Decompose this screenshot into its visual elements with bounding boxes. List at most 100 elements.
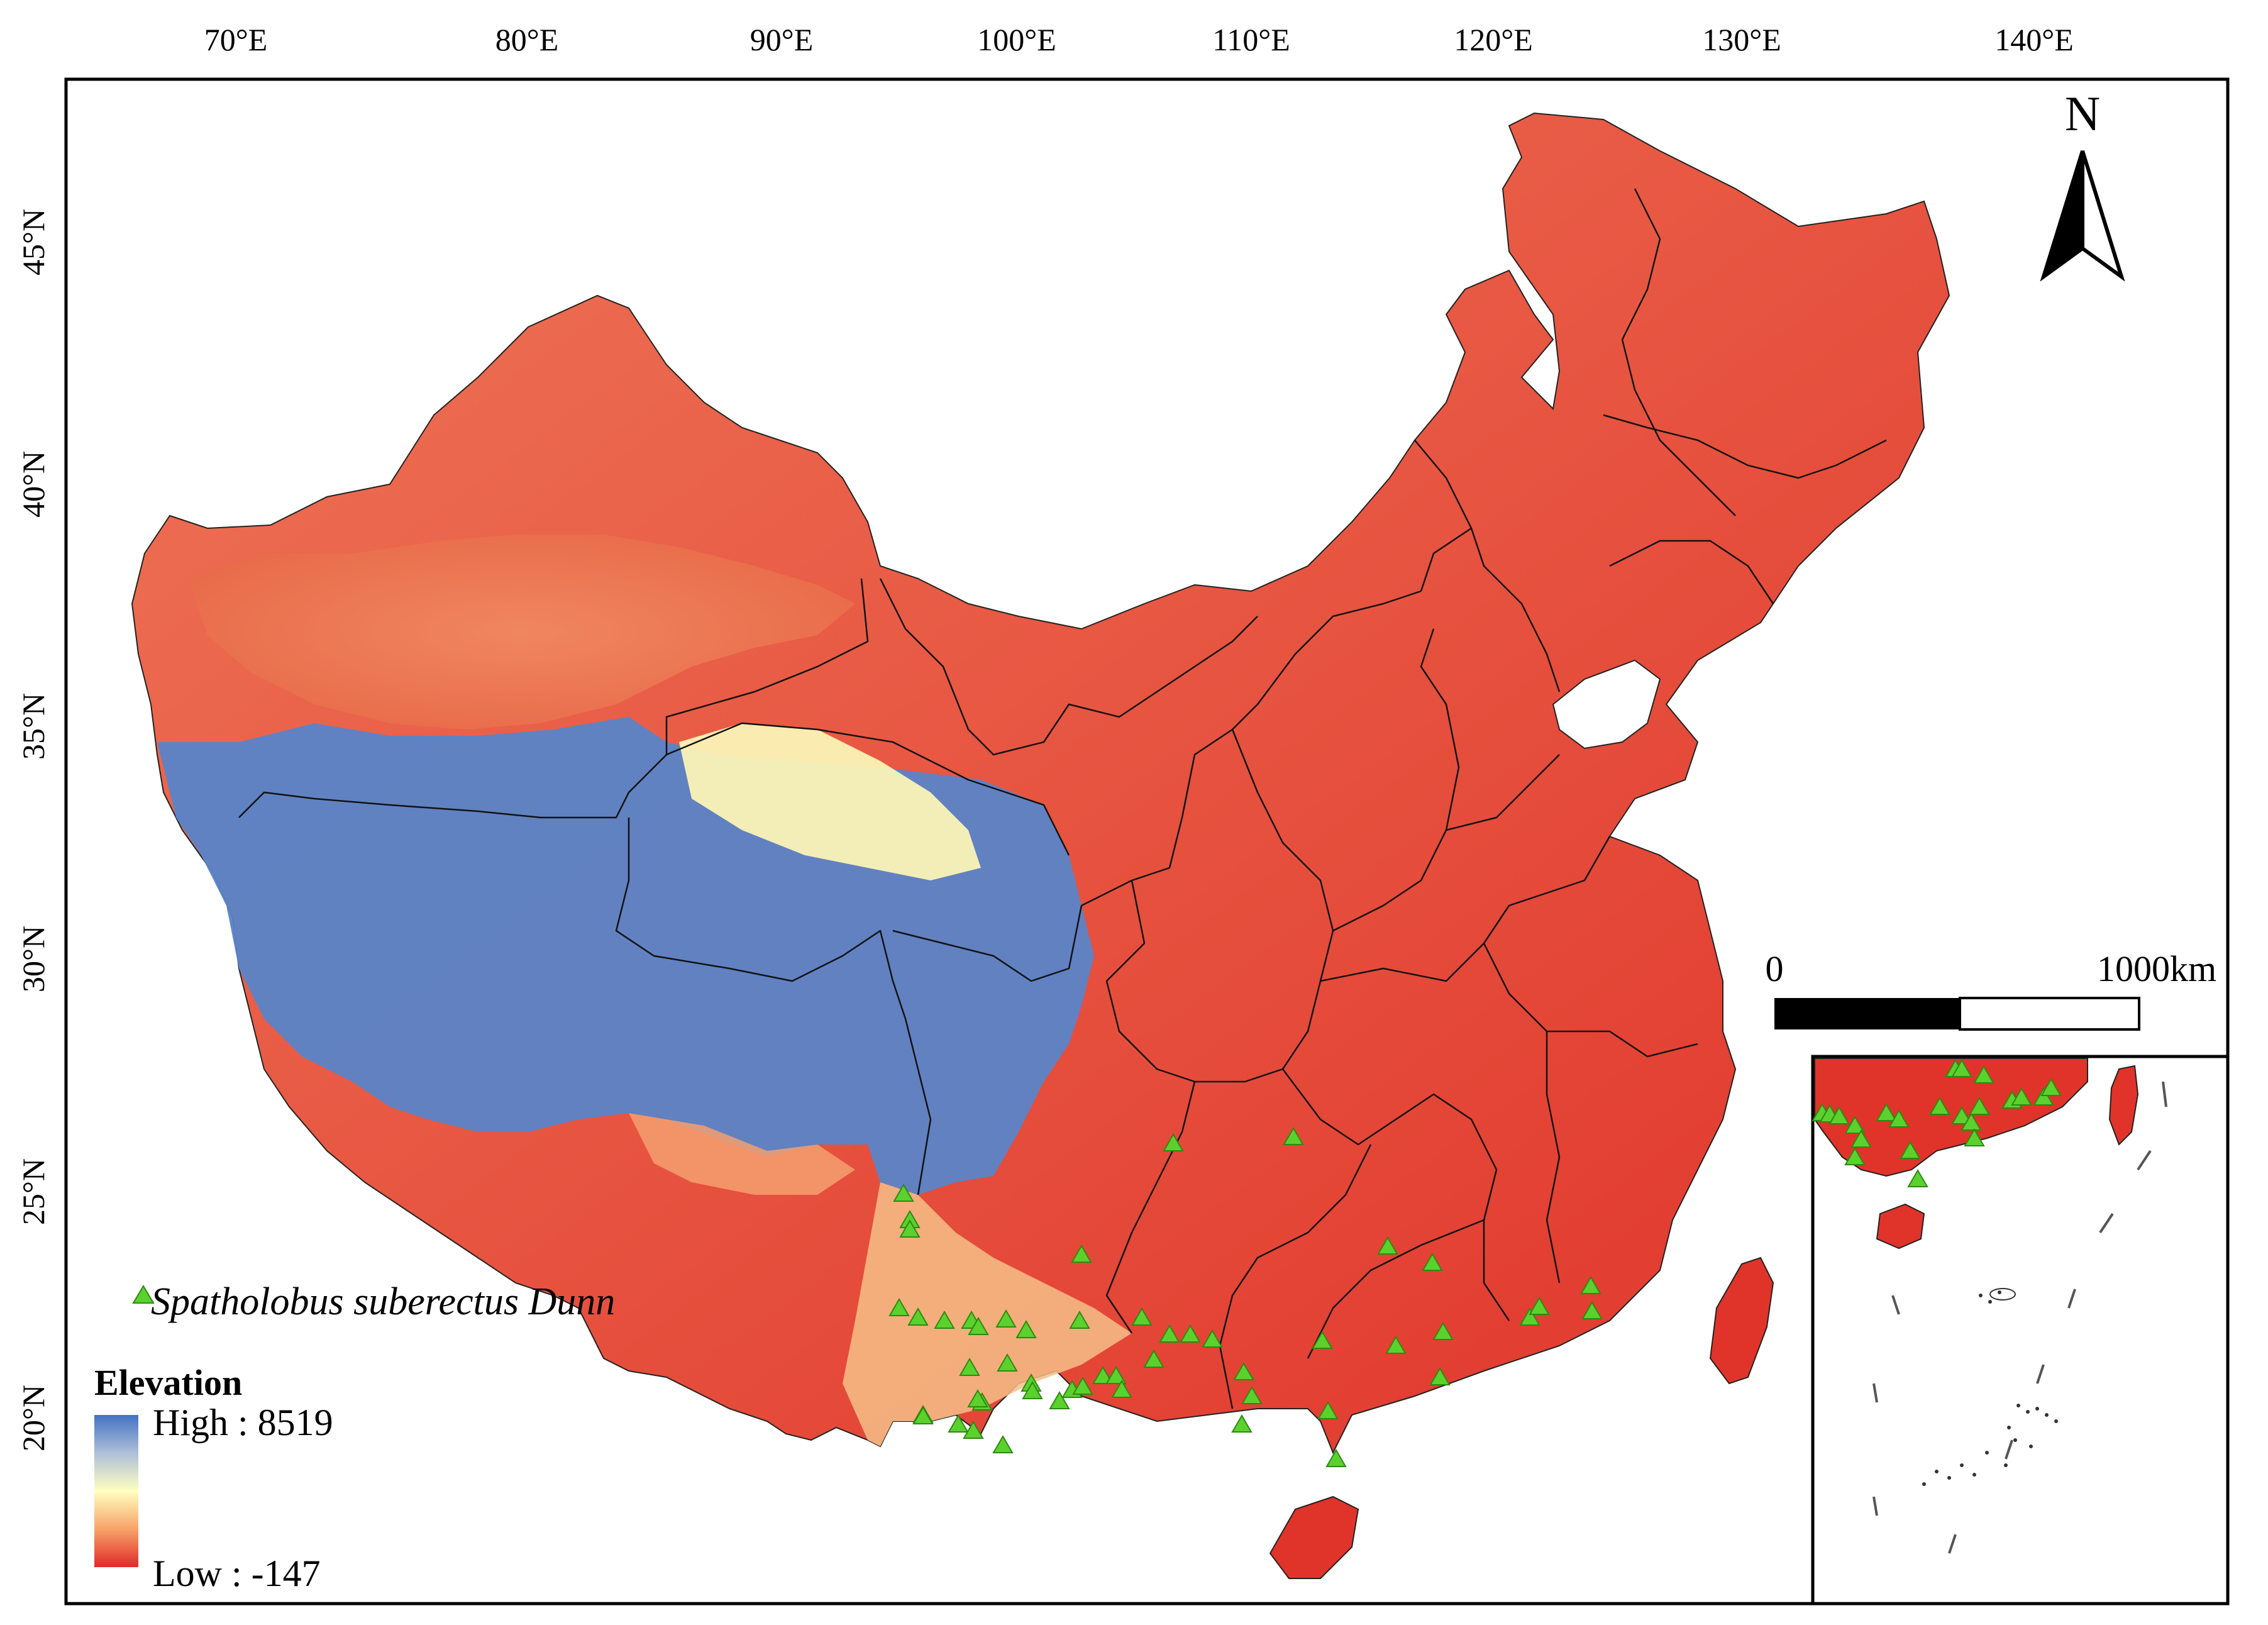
inset-map	[1811, 1055, 2230, 1606]
occurrence-marker	[1961, 1112, 1982, 1131]
occurrence-marker	[1143, 1349, 1164, 1368]
longitude-label: 130°E	[1702, 22, 1781, 57]
occurrence-marker	[1111, 1379, 1132, 1398]
occurrence-marker	[1828, 1106, 1850, 1124]
occurrence-marker	[1876, 1102, 1897, 1121]
elevation-color-ramp	[94, 1415, 138, 1567]
species-marker-icon	[132, 1285, 155, 1304]
occurrence-marker	[1202, 1329, 1223, 1348]
occurrence-marker	[1163, 1133, 1184, 1151]
species-label: Spatholobus suberectus Dunn	[151, 1280, 615, 1323]
tarim-basin	[189, 535, 855, 729]
occurrence-marker	[1900, 1140, 1921, 1159]
occurrence-marker	[1377, 1236, 1398, 1255]
latitude-labels: 45°N 40°N 35°N 30°N 25°N 20°N	[16, 209, 51, 1451]
scale-bar: 0 1000km	[1766, 948, 2216, 1031]
occurrence-marker	[1907, 1168, 1928, 1187]
occurrence-marker	[888, 1297, 910, 1316]
occurrence-marker	[1844, 1146, 1866, 1165]
occurrence-marker	[1964, 1128, 1985, 1146]
longitude-label: 110°E	[1212, 22, 1290, 57]
occurrence-marker	[1092, 1365, 1114, 1384]
occurrence-marker	[1581, 1301, 1603, 1319]
scale-end-label: 1000km	[2097, 948, 2216, 989]
occurrence-marker	[1325, 1448, 1347, 1467]
occurrence-marker	[948, 1414, 969, 1433]
elevation-low-label: Low : -147	[153, 1553, 321, 1594]
longitude-label: 140°E	[1994, 22, 2074, 57]
scale-bar-black-segment	[1774, 998, 1960, 1029]
inset-atoll	[1989, 1288, 2016, 1301]
longitude-label: 90°E	[750, 22, 814, 57]
occurrence-marker	[1844, 1115, 1866, 1134]
occurrence-marker	[1159, 1324, 1180, 1343]
occurrence-marker	[967, 1389, 988, 1407]
occurrence-marker	[1049, 1390, 1070, 1409]
occurrence-markers	[888, 1058, 2062, 1467]
occurrence-marker	[1071, 1244, 1092, 1263]
north-arrow-icon	[2040, 150, 2125, 282]
occurrence-marker	[1969, 1096, 1990, 1115]
bohai-sea	[1552, 659, 1661, 750]
longitude-labels: 70°E 80°E 90°E 100°E 110°E 120°E 130°E 1…	[204, 22, 2074, 57]
elevation-title: Elevation	[94, 1362, 242, 1403]
inset-islands	[1922, 1290, 2058, 1486]
hainan-island	[1269, 1495, 1359, 1579]
north-arrow: N	[2040, 86, 2125, 282]
occurrence-marker	[1888, 1109, 1910, 1128]
occurrence-marker	[1429, 1367, 1451, 1385]
legend: Spatholobus suberectus Dunn Elevation Hi…	[94, 1280, 615, 1594]
occurrence-marker	[959, 1357, 980, 1376]
occurrence-marker	[1241, 1385, 1263, 1404]
occurrence-marker	[1580, 1275, 1601, 1294]
occurrence-marker	[893, 1183, 914, 1202]
latitude-label: 25°N	[16, 1158, 51, 1225]
occurrence-marker	[1951, 1058, 1972, 1077]
occurrence-marker	[2033, 1087, 2054, 1106]
scale-start-label: 0	[1766, 948, 1784, 989]
occurrence-marker	[934, 1310, 955, 1329]
latitude-label: 35°N	[16, 693, 51, 760]
inset-mainland	[1814, 1058, 2088, 1177]
longitude-label: 100°E	[977, 22, 1056, 57]
province-boundaries	[238, 188, 1887, 1409]
longitude-label: 120°E	[1454, 22, 1533, 57]
occurrence-marker	[1432, 1321, 1454, 1340]
occurrence-marker	[1317, 1400, 1339, 1419]
occurrence-marker	[997, 1353, 1018, 1372]
occurrence-marker	[1951, 1106, 1972, 1124]
latitude-label: 45°N	[16, 209, 51, 275]
inset-taiwan	[2108, 1065, 2139, 1146]
occurrence-marker	[1069, 1310, 1090, 1329]
himalaya-foothills	[629, 1113, 855, 1195]
occurrence-marker	[1519, 1307, 1541, 1326]
inset-boundary-dashes	[1872, 1081, 2167, 1554]
occurrence-marker	[1015, 1319, 1037, 1338]
latitude-label: 40°N	[16, 451, 51, 518]
occurrence-marker	[1850, 1129, 1872, 1148]
taiwan-island	[1709, 1256, 1774, 1385]
occurrence-marker	[899, 1219, 921, 1238]
occurrence-marker	[1231, 1414, 1253, 1433]
occurrence-marker	[1929, 1096, 1950, 1115]
occurrence-marker	[1233, 1362, 1254, 1380]
occurrence-marker	[968, 1316, 989, 1335]
occurrence-marker	[995, 1309, 1017, 1328]
north-arrow-letter: N	[2065, 86, 2100, 141]
occurrence-marker	[907, 1307, 929, 1326]
latitude-label: 20°N	[16, 1385, 51, 1451]
occurrence-marker	[1131, 1307, 1153, 1326]
occurrence-marker	[1529, 1296, 1550, 1315]
occurrence-marker	[1973, 1065, 1994, 1084]
occurrence-marker	[1022, 1380, 1043, 1399]
occurrence-marker	[1283, 1126, 1304, 1145]
yunnan-transition	[843, 1182, 1132, 1446]
scale-bar-white-segment	[1959, 997, 2140, 1031]
occurrence-marker	[1105, 1365, 1127, 1384]
longitude-label: 70°E	[204, 22, 268, 57]
occurrence-marker	[2011, 1087, 2032, 1106]
occurrence-marker	[1180, 1324, 1201, 1343]
occurrence-marker	[963, 1420, 984, 1439]
